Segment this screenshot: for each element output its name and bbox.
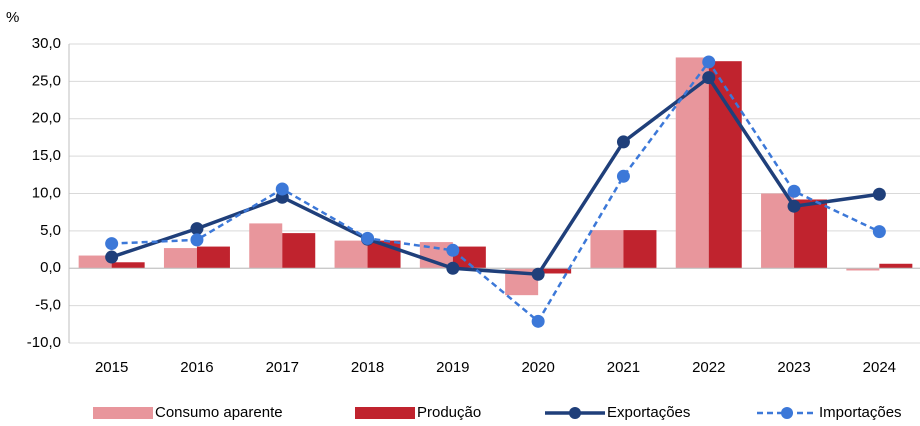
- x-tick-label: 2023: [777, 359, 810, 376]
- line-marker: [702, 71, 716, 85]
- line-marker: [616, 135, 630, 149]
- bar: [78, 255, 112, 269]
- bar: [590, 230, 624, 269]
- x-tick-label: 2020: [521, 359, 554, 376]
- y-tick-label: 25,0: [32, 72, 61, 89]
- line-series: [111, 75, 880, 277]
- line-marker: [787, 184, 801, 198]
- legend-marker: [569, 407, 581, 419]
- bar: [846, 268, 880, 271]
- y-tick-label: 10,0: [32, 184, 61, 201]
- bar: [623, 230, 657, 269]
- line-marker: [616, 169, 630, 183]
- bar: [249, 223, 283, 269]
- legend-label: Exportações: [607, 404, 690, 421]
- line-marker: [872, 187, 886, 201]
- x-tick-label: 2019: [436, 359, 469, 376]
- legend-swatch: [93, 407, 153, 419]
- bar: [675, 57, 709, 269]
- bar: [196, 246, 230, 269]
- line-marker: [275, 182, 289, 196]
- x-tick-label: 2022: [692, 359, 725, 376]
- line-marker: [872, 225, 886, 239]
- line-marker: [702, 55, 716, 69]
- line-marker: [446, 243, 460, 257]
- legend-label: Produção: [417, 404, 481, 421]
- y-tick-label: 20,0: [32, 110, 61, 127]
- line-marker: [190, 222, 204, 236]
- bar: [334, 240, 368, 269]
- line-series: [111, 59, 880, 324]
- line-marker: [446, 261, 460, 275]
- line-marker: [105, 250, 119, 264]
- y-tick-label: 5,0: [40, 222, 61, 239]
- line-marker: [190, 233, 204, 247]
- bar: [163, 248, 197, 269]
- line-marker: [105, 237, 119, 251]
- bar: [708, 61, 742, 269]
- y-tick-label: 15,0: [32, 147, 61, 164]
- legend-label: Consumo aparente: [155, 404, 283, 421]
- bar: [282, 233, 316, 269]
- y-tick-label: -10,0: [27, 334, 61, 351]
- bar: [538, 268, 572, 274]
- y-tick-label: 0,0: [40, 259, 61, 276]
- x-tick-label: 2024: [863, 359, 896, 376]
- line-marker: [361, 231, 375, 245]
- bar: [111, 262, 145, 269]
- y-axis-label: %: [6, 9, 19, 26]
- x-tick-label: 2018: [351, 359, 384, 376]
- y-tick-label: -5,0: [35, 297, 61, 314]
- bar: [452, 246, 486, 269]
- line-marker: [531, 314, 545, 328]
- y-tick-label: 30,0: [32, 35, 61, 52]
- legend-swatch: [355, 407, 415, 419]
- x-tick-label: 2016: [180, 359, 213, 376]
- bar: [879, 263, 913, 269]
- x-tick-label: 2017: [266, 359, 299, 376]
- line-marker: [531, 267, 545, 281]
- x-tick-label: 2015: [95, 359, 128, 376]
- legend-marker: [781, 407, 793, 419]
- legend-label: Importações: [819, 404, 902, 421]
- x-tick-label: 2021: [607, 359, 640, 376]
- line-marker: [787, 199, 801, 213]
- bar: [794, 199, 828, 269]
